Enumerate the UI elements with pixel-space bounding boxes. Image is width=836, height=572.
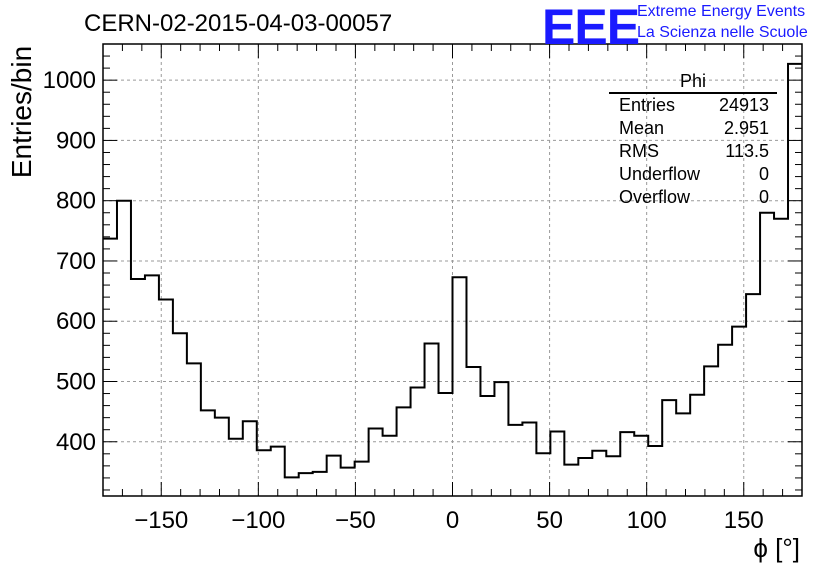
y-axis-label: Entries/bin (6, 45, 37, 179)
histogram-bin (774, 219, 788, 496)
x-tick-label: 100 (627, 507, 667, 534)
eee-logo-line-2: La Scienza nelle Scuole (637, 24, 808, 41)
plot-frame (102, 43, 803, 497)
histogram-bin (355, 462, 369, 496)
histogram-bin (313, 472, 327, 496)
histogram-bin (676, 413, 690, 496)
histogram-bin (760, 213, 774, 496)
histogram-bin (648, 446, 662, 496)
stats-label: Overflow (619, 187, 691, 207)
histogram-bin (425, 344, 439, 496)
histogram-bin (243, 421, 257, 496)
stats-row-overflow: Overflow 0 (609, 186, 777, 209)
stats-label: Underflow (619, 164, 701, 184)
histogram-bin (285, 477, 299, 496)
histogram-bin (271, 447, 285, 496)
eee-logo: EEE (542, 0, 640, 55)
histogram-bin (187, 363, 201, 496)
histogram-bin (173, 333, 187, 496)
histogram-bin (466, 367, 480, 496)
histogram-bin (201, 410, 215, 496)
stats-value: 2.951 (723, 118, 769, 138)
eee-logo-line-1: Extreme Energy Events (637, 3, 806, 20)
histogram-bin (606, 456, 620, 496)
stats-row-entries: Entries 24913 (609, 94, 777, 117)
histogram-bin (257, 450, 271, 496)
stats-title: Phi (609, 70, 777, 94)
histogram-bin (103, 239, 117, 496)
histogram-bin (662, 400, 676, 496)
x-tick-label: 50 (536, 507, 563, 534)
histogram-bin (592, 451, 606, 496)
histogram-bin (341, 468, 355, 496)
histogram-bin (578, 458, 592, 496)
stats-label: RMS (619, 141, 659, 161)
histogram-bin (369, 429, 383, 496)
stats-row-underflow: Underflow 0 (609, 163, 777, 186)
histogram-bin (536, 453, 550, 496)
stats-label: Mean (619, 118, 665, 138)
histogram-bin (299, 473, 313, 496)
y-tick-label: 700 (56, 248, 96, 275)
x-axis-label: ϕ [°] (753, 533, 800, 563)
stats-row-rms: RMS 113.5 (609, 140, 777, 163)
histogram-bin (327, 456, 341, 496)
histogram-bin (117, 201, 131, 496)
x-tick-label: −100 (231, 507, 285, 534)
histogram-bin (508, 425, 522, 496)
stats-value: 0 (758, 164, 769, 184)
histogram-bin (494, 382, 508, 496)
histogram-bin (229, 439, 243, 496)
stats-row-mean: Mean 2.951 (609, 117, 777, 140)
histogram-bin (439, 393, 453, 496)
y-tick-label: 400 (56, 429, 96, 456)
run-title: CERN-02-2015-04-03-00057 (84, 10, 393, 37)
histogram-line (103, 62, 802, 479)
stats-value: 0 (758, 187, 769, 207)
y-tick-label: 1000 (43, 67, 96, 94)
histogram-bin (704, 366, 718, 496)
histogram-bin (564, 465, 578, 496)
histogram-bin (746, 294, 760, 496)
x-tick-label: 0 (446, 507, 459, 534)
histogram-bin (397, 407, 411, 496)
histogram-bin (480, 396, 494, 496)
y-tick-label: 900 (56, 127, 96, 154)
histogram-bin (550, 432, 564, 496)
histogram-bin (718, 345, 732, 496)
histogram-bin (383, 436, 397, 496)
x-tick-label: −50 (335, 507, 376, 534)
y-tick-label: 600 (56, 308, 96, 335)
histogram-bin (215, 418, 229, 496)
histogram-bin (634, 436, 648, 496)
histogram-bin (453, 277, 467, 496)
stats-box: Phi Entries 24913 Mean 2.951 RMS 113.5 U… (609, 70, 777, 209)
x-tick-label: 150 (724, 507, 764, 534)
y-tick-label: 500 (56, 368, 96, 395)
histogram-bin (131, 279, 145, 496)
histogram-bin (522, 422, 536, 496)
histogram-bin (145, 275, 159, 496)
stats-value: 113.5 (725, 141, 769, 161)
y-tick-label: 800 (56, 188, 96, 215)
stats-value: 24913 (718, 95, 769, 115)
x-tick-label: −150 (134, 507, 188, 534)
histogram-bin (690, 395, 704, 496)
stats-label: Entries (619, 95, 676, 115)
